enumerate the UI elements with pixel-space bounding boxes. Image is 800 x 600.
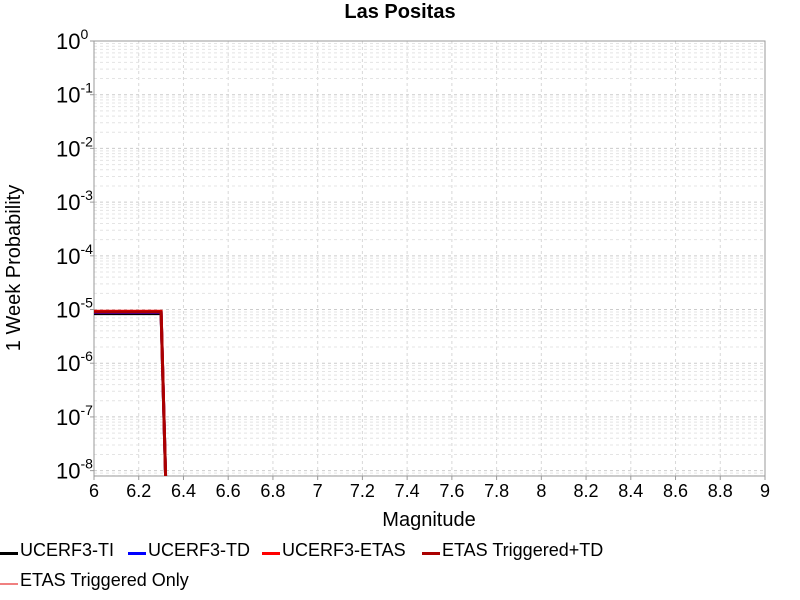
y-tick-label: 10-4 xyxy=(56,241,93,269)
x-tick-label: 7.2 xyxy=(350,481,375,501)
legend-label: ETAS Triggered+TD xyxy=(442,540,604,560)
x-tick-label: 8.2 xyxy=(574,481,599,501)
chart-title: Las Positas xyxy=(344,1,455,23)
chart: Las Positas 6 6.2 6.4 6.6 6.8 7 7.2 7.4 7.6 7.8 8 8… xyxy=(3,1,770,531)
x-tick-label: 7.6 xyxy=(439,481,464,501)
legend-item: UCERF3-ETAS xyxy=(262,540,406,561)
x-tick-label: 7.4 xyxy=(395,481,420,501)
legend-item: ETAS Triggered Only xyxy=(0,570,189,591)
y-tick-label: 10-5 xyxy=(56,295,93,323)
y-tick-label: 10-3 xyxy=(56,187,93,215)
y-tick-label: 10-7 xyxy=(56,402,93,430)
x-tick-label: 7 xyxy=(313,481,323,501)
y-tick-label: 10-6 xyxy=(56,348,93,376)
x-tick-label: 6 xyxy=(89,481,99,501)
x-tick-label: 8.8 xyxy=(708,481,733,501)
y-tick-label: 10-8 xyxy=(56,456,93,484)
x-ticks: 6 6.2 6.4 6.6 6.8 7 7.2 7.4 7.6 7.8 8 8.2 8.4 8.6 8.8 9 xyxy=(89,476,770,501)
y-ticks: 100 10-1 10-2 10-3 10-4 10-5 10-6 10-7 10-8 xyxy=(56,26,94,484)
series-line xyxy=(94,310,168,477)
legend-item: ETAS Triggered+TD xyxy=(422,540,603,561)
plot-area xyxy=(93,40,766,477)
legend: UCERF3-TI UCERF3-TD UCERF3-ETAS ETAS Trigge… xyxy=(0,536,800,600)
legend-item: UCERF3-TD xyxy=(128,540,250,561)
legend-swatch xyxy=(0,552,18,555)
legend-label: UCERF3-TI xyxy=(20,540,114,560)
y-tick-label: 10-1 xyxy=(56,80,93,108)
y-axis-label: 1 Week Probability xyxy=(3,185,25,351)
legend-swatch xyxy=(262,552,280,555)
series-layer xyxy=(94,309,168,477)
series-line xyxy=(94,309,168,477)
x-tick-label: 8.6 xyxy=(663,481,688,501)
legend-item: UCERF3-TI xyxy=(0,540,114,561)
x-axis-label: Magnitude xyxy=(382,509,475,531)
x-tick-label: 6.4 xyxy=(171,481,196,501)
x-tick-label: 8.4 xyxy=(618,481,643,501)
legend-swatch xyxy=(0,582,18,585)
x-tick-label: 7.8 xyxy=(484,481,509,501)
legend-label: ETAS Triggered Only xyxy=(20,570,189,590)
grid xyxy=(94,40,765,477)
y-tick-label: 100 xyxy=(56,26,88,54)
x-tick-label: 6.8 xyxy=(260,481,285,501)
x-tick-label: 6.2 xyxy=(126,481,151,501)
legend-label: UCERF3-ETAS xyxy=(282,540,406,560)
legend-swatch xyxy=(128,552,146,555)
x-tick-label: 8 xyxy=(536,481,546,501)
legend-label: UCERF3-TD xyxy=(148,540,250,560)
x-tick-label: 6.6 xyxy=(216,481,241,501)
x-tick-label: 9 xyxy=(760,481,770,501)
series-line xyxy=(94,311,168,477)
y-tick-label: 10-2 xyxy=(56,133,93,161)
legend-swatch xyxy=(422,552,440,555)
